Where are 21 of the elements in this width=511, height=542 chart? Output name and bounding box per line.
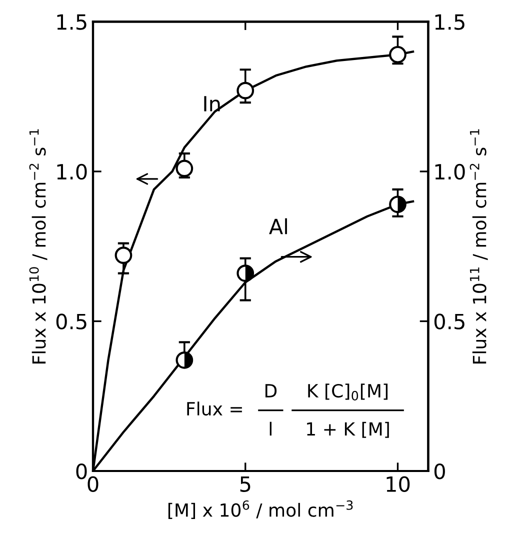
y-tick-label: 1.0 <box>57 164 87 180</box>
x-tick-label: 5 <box>240 476 250 492</box>
y2-axis-title: Flux x 10$^{11}$ / mol cm$^{−2}$ s$^{−1}$ <box>470 129 488 364</box>
y-tick-label: 0.5 <box>56 314 86 330</box>
x-tick-label: 10 <box>386 476 410 492</box>
annotation: D <box>265 384 277 398</box>
x-tick-label: 0 <box>88 476 98 492</box>
annotation: l <box>270 422 272 436</box>
annotation: K [C]$_{0}$[M] <box>308 384 388 400</box>
y2-tick-label: 1.0 <box>435 164 465 180</box>
x-axis-title: [M] x 10$^{6}$ / mol cm$^{−3}$ <box>168 500 353 520</box>
y-tick-label: 1.5 <box>57 14 86 30</box>
y-tick-label: 0 <box>76 463 87 480</box>
y2-tick-label: 1.5 <box>435 14 464 30</box>
y2-tick-label: 0 <box>434 463 445 480</box>
y-axis-title: Flux x 10$^{10}$ / mol cm$^{−2}$ s$^{−1}$ <box>29 129 48 364</box>
series-label: Al <box>269 218 287 234</box>
series-label: In <box>204 96 220 112</box>
annotation: 1 + K [M] <box>307 422 389 438</box>
y2-tick-label: 0.5 <box>434 314 464 330</box>
annotation: Flux = <box>187 402 242 416</box>
